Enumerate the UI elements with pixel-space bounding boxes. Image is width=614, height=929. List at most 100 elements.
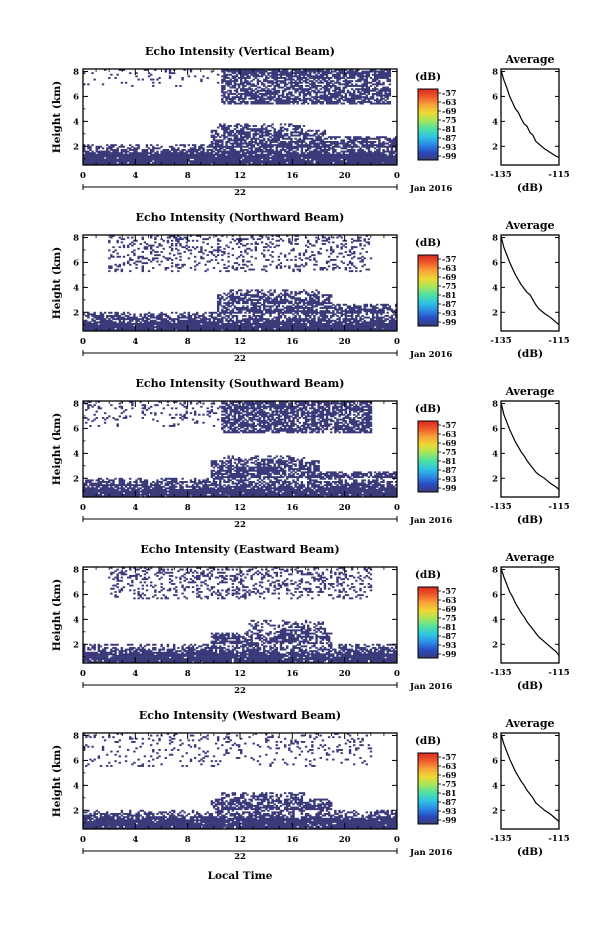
heatmap-cell (221, 142, 224, 145)
heatmap-cell (380, 311, 383, 314)
heatmap-cell (365, 147, 368, 150)
heatmap-cell (315, 149, 318, 151)
heatmap-cell (300, 77, 304, 79)
heatmap-cell (361, 102, 364, 105)
heatmap-cell (288, 152, 291, 155)
heatmap-cell (378, 144, 381, 147)
heatmap-cell (332, 142, 335, 145)
heatmap-cell (369, 102, 373, 105)
heatmap-cell (336, 86, 339, 89)
heatmap-cell (231, 150, 235, 153)
heatmap-cell (288, 316, 291, 319)
heatmap-cell (273, 129, 276, 132)
heatmap-cell (231, 86, 235, 89)
heatmap-cell (283, 149, 287, 151)
heatmap-cell (334, 319, 337, 322)
heatmap-cell (154, 326, 157, 329)
heatmap-cell (95, 163, 98, 166)
heatmap-cell (216, 158, 220, 161)
heatmap-cell (338, 326, 341, 329)
heatmap-cell (143, 155, 147, 158)
heatmap-cell (242, 318, 245, 321)
heatmap-cell (292, 319, 295, 322)
heatmap-cell (87, 329, 90, 332)
heatmap-cell (250, 97, 253, 100)
heatmap-cell (392, 155, 396, 158)
heatmap-cell (394, 313, 398, 316)
heatmap-cell (290, 145, 293, 148)
heatmap-cell (340, 69, 343, 71)
heatmap-cell (348, 102, 352, 105)
heatmap-cell (229, 311, 232, 314)
heatmap-cell (221, 318, 224, 321)
heatmap-cell (300, 72, 304, 75)
heatmap-cell (145, 144, 149, 147)
heatmap-cell (386, 327, 389, 330)
heatmap-cell (254, 321, 258, 324)
heatmap-cell (359, 93, 362, 95)
heatmap-cell (286, 318, 289, 321)
heatmap-cell (296, 97, 299, 100)
heatmap-cell (369, 137, 373, 140)
heatmap-cell (120, 321, 124, 324)
heatmap-cell (296, 319, 299, 322)
heatmap-cell (309, 321, 312, 324)
heatmap-cell (294, 85, 297, 87)
heatmap-cell (344, 80, 348, 83)
heatmap-cell (317, 99, 320, 102)
heatmap-cell (271, 327, 274, 330)
heatmap-cell (281, 141, 285, 143)
heatmap-cell (120, 318, 124, 321)
heatmap-cell (304, 149, 308, 151)
heatmap-cell (267, 321, 270, 324)
heatmap-cell (198, 152, 201, 155)
heatmap-cell (135, 157, 138, 159)
heatmap-cell (376, 101, 379, 103)
heatmap-cell (355, 318, 358, 321)
heatmap-cell (353, 329, 356, 332)
heatmap-cell (118, 321, 121, 324)
heatmap-cell (277, 99, 281, 102)
heatmap-cell (263, 313, 266, 316)
heatmap-cell (250, 153, 253, 156)
heatmap-cell (196, 327, 199, 330)
heatmap-cell (271, 126, 274, 129)
heatmap-cell (292, 128, 295, 131)
heatmap-cell (319, 160, 322, 163)
heatmap-cell (106, 158, 109, 161)
heatmap-cell (250, 94, 253, 97)
heatmap-cell (149, 319, 153, 322)
heatmap-cell (380, 323, 383, 325)
heatmap-cell (378, 72, 381, 75)
heatmap-cell (193, 318, 197, 321)
heatmap-cell (309, 86, 312, 89)
heatmap-cell (103, 153, 107, 156)
heatmap-cell (156, 321, 159, 324)
heatmap-cell (173, 150, 176, 153)
heatmap-cell (269, 327, 272, 330)
heatmap-cell (323, 70, 327, 73)
heatmap-cell (118, 160, 121, 163)
x-tick-label: 4 (132, 171, 138, 181)
heatmap-cell (340, 102, 343, 105)
heatmap-cell (353, 137, 356, 140)
heatmap-cell (290, 327, 293, 330)
heatmap-cell (290, 131, 293, 134)
heatmap-cell (269, 94, 272, 97)
heatmap-cell (394, 150, 398, 153)
heatmap-cell (269, 102, 272, 105)
heatmap-cell (189, 319, 193, 322)
heatmap-cell (386, 72, 389, 75)
heatmap-cell (380, 89, 383, 92)
heatmap-cell (382, 323, 385, 325)
heatmap-cell (124, 327, 128, 330)
heatmap-cell (242, 149, 245, 151)
heatmap-cell (340, 142, 343, 145)
heatmap-cell (252, 75, 255, 78)
heatmap-cell (225, 326, 228, 329)
heatmap-cell (346, 153, 350, 156)
heatmap-cell (208, 158, 211, 161)
heatmap-cell (145, 313, 149, 316)
heatmap-cell (227, 83, 230, 86)
heatmap-cell (388, 141, 392, 143)
